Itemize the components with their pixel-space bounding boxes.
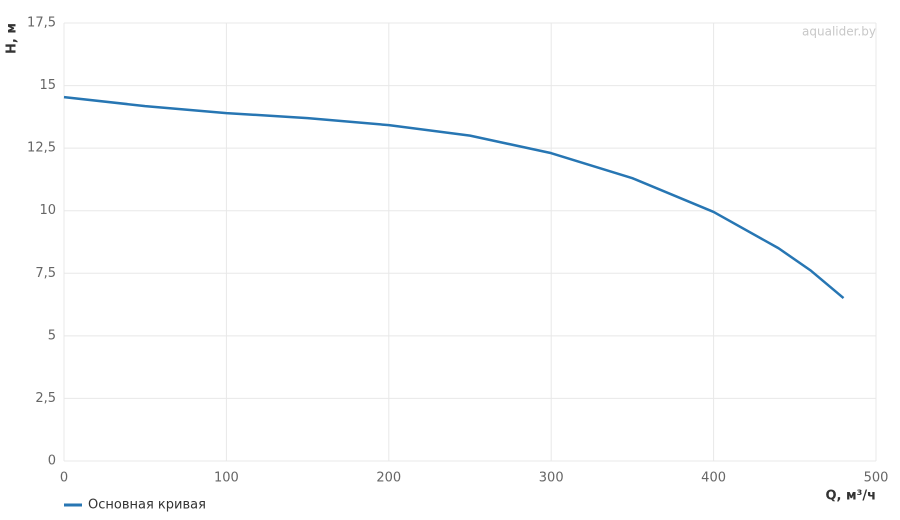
y-tick-label: 5 xyxy=(48,328,56,343)
y-tick-label: 7,5 xyxy=(35,266,56,281)
watermark: aqualider.by xyxy=(802,25,876,39)
y-tick-label: 2,5 xyxy=(35,391,56,406)
y-tick-label: 0 xyxy=(48,454,56,469)
x-axis-label: Q, м³/ч xyxy=(825,489,876,504)
series-line xyxy=(63,95,845,300)
x-tick-label: 0 xyxy=(60,471,68,486)
x-tick-label: 500 xyxy=(864,471,889,486)
x-tick-label: 300 xyxy=(539,471,564,486)
legend-label: Основная кривая xyxy=(88,498,206,513)
y-tick-label: 15 xyxy=(39,78,56,93)
y-tick-label: 10 xyxy=(39,203,56,218)
x-tick-label: 100 xyxy=(214,471,239,486)
y-tick-label: 12,5 xyxy=(27,141,56,156)
y-axis-label: H, м xyxy=(5,23,20,54)
x-tick-label: 200 xyxy=(376,471,401,486)
y-tick-label: 17,5 xyxy=(27,16,56,31)
x-tick-label: 400 xyxy=(701,471,726,486)
